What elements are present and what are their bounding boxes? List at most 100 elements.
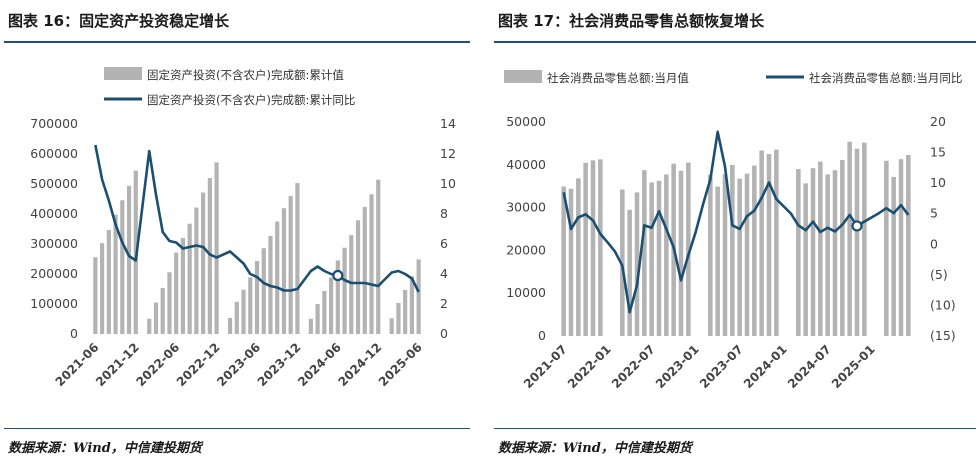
bar xyxy=(369,194,374,334)
legend-bar-swatch xyxy=(504,70,542,83)
bar xyxy=(715,186,720,336)
right-axis-tick-label: 20 xyxy=(930,114,946,129)
bar xyxy=(664,174,669,336)
x-axis-tick-label: 2024-12 xyxy=(336,340,385,389)
bar xyxy=(803,183,808,336)
figure-17-source: 数据来源：Wind，中信建投期货 xyxy=(498,441,692,456)
figure-17-title-rule xyxy=(494,41,976,43)
x-axis-tick-label: 2023-01 xyxy=(653,342,702,391)
bar xyxy=(120,200,125,334)
bar xyxy=(891,176,896,336)
bar xyxy=(275,221,280,334)
bar xyxy=(832,170,838,336)
line-series xyxy=(562,130,910,314)
right-axis-tick-label: 10 xyxy=(930,175,946,190)
left-axis-tick-label: 40000 xyxy=(506,157,546,172)
bar xyxy=(389,318,394,334)
right-axis: (15) (10) (5) 0 5 10 15 20 xyxy=(930,114,956,343)
bar xyxy=(598,159,603,336)
figure-16-title-rule xyxy=(4,41,470,43)
right-axis-tick-label: 6 xyxy=(440,236,448,251)
left-axis-tick-label: 500000 xyxy=(30,176,78,191)
x-axis-tick-label: 2025-01 xyxy=(829,342,878,391)
legend-bar-label: 固定资产投资(不含农户)完成额:累计值 xyxy=(147,68,344,82)
bar xyxy=(737,178,742,336)
line-series xyxy=(94,144,420,293)
bar xyxy=(730,165,735,336)
bar xyxy=(126,185,132,334)
bar xyxy=(642,170,647,336)
bar xyxy=(308,318,313,334)
bar xyxy=(328,277,334,334)
series-line xyxy=(562,130,910,314)
left-axis-tick-label: 600000 xyxy=(30,146,78,161)
bar xyxy=(174,252,179,334)
bar xyxy=(362,207,367,334)
left-axis-tick-label: 100000 xyxy=(30,296,78,311)
bar xyxy=(160,287,165,334)
bar xyxy=(227,317,233,334)
bar xyxy=(241,289,246,334)
bar xyxy=(167,272,172,334)
bar xyxy=(234,301,239,334)
x-axis-tick-label: 2024-07 xyxy=(785,342,834,391)
bar xyxy=(335,260,340,334)
bar xyxy=(93,257,98,334)
x-axis-tick-label: 2023-06 xyxy=(214,340,263,389)
bar xyxy=(810,168,816,336)
figure-16-panel: 图表 16：固定资产投资稳定增长 固定资产投资(不含农户)完成额:累计值 固定资产… xyxy=(0,0,474,468)
bar xyxy=(906,155,911,336)
right-axis-tick-label: 8 xyxy=(440,206,448,221)
bar xyxy=(759,150,764,336)
legend-bar-swatch xyxy=(104,67,142,80)
right-axis-tick-label: 14 xyxy=(440,116,456,131)
bar xyxy=(355,220,361,334)
bar xyxy=(409,276,414,334)
bar xyxy=(254,261,260,334)
right-axis-tick-label: 12 xyxy=(440,146,456,161)
bar xyxy=(207,177,212,334)
bar xyxy=(840,160,845,336)
bar xyxy=(847,141,852,336)
bar xyxy=(214,162,219,334)
bar xyxy=(194,207,199,334)
x-axis: 2021-072022-012022-072023-012023-072024-… xyxy=(521,342,878,391)
bar xyxy=(281,208,287,334)
bar xyxy=(774,149,779,336)
bar xyxy=(766,154,772,336)
figure-17-panel: 图表 17：社会消费品零售总额恢复增长 社会消费品零售总额:当月值 社会消费品零售… xyxy=(490,0,980,468)
bar xyxy=(898,159,904,336)
legend-bar-label: 社会消费品零售总额:当月值 xyxy=(547,71,689,85)
bar xyxy=(686,162,691,336)
bar xyxy=(342,247,347,334)
right-axis-tick-label: (5) xyxy=(930,267,948,282)
bar xyxy=(576,178,581,336)
right-axis-tick-label: 15 xyxy=(930,145,946,160)
bar xyxy=(854,148,860,336)
figure-17-footer-rule xyxy=(494,428,976,429)
bar xyxy=(884,160,889,336)
figure-16-title: 图表 16：固定资产投资稳定增长 xyxy=(8,12,230,30)
bar xyxy=(349,235,354,334)
x-axis-tick-label: 2021-12 xyxy=(93,340,142,389)
bar xyxy=(568,188,574,336)
left-axis-tick-label: 300000 xyxy=(30,236,78,251)
bar-series xyxy=(93,162,421,334)
bar xyxy=(590,160,596,336)
left-axis-tick-label: 30000 xyxy=(506,200,546,215)
bar xyxy=(620,189,625,336)
bar xyxy=(708,174,713,336)
figure-17-chart: 社会消费品零售总额:当月值 社会消费品零售总额:当月同比 0 10000 20000 30… xyxy=(504,70,962,391)
bar xyxy=(649,182,654,336)
bar xyxy=(678,170,684,336)
left-axis-tick-label: 50000 xyxy=(506,114,546,129)
bar xyxy=(396,303,401,334)
bar xyxy=(201,192,206,334)
bar xyxy=(295,183,300,334)
bar xyxy=(261,248,266,334)
bar xyxy=(818,161,823,336)
left-axis-tick-label: 700000 xyxy=(30,116,78,131)
highlight-point xyxy=(851,220,863,232)
x-axis-tick-label: 2022-01 xyxy=(565,342,614,391)
